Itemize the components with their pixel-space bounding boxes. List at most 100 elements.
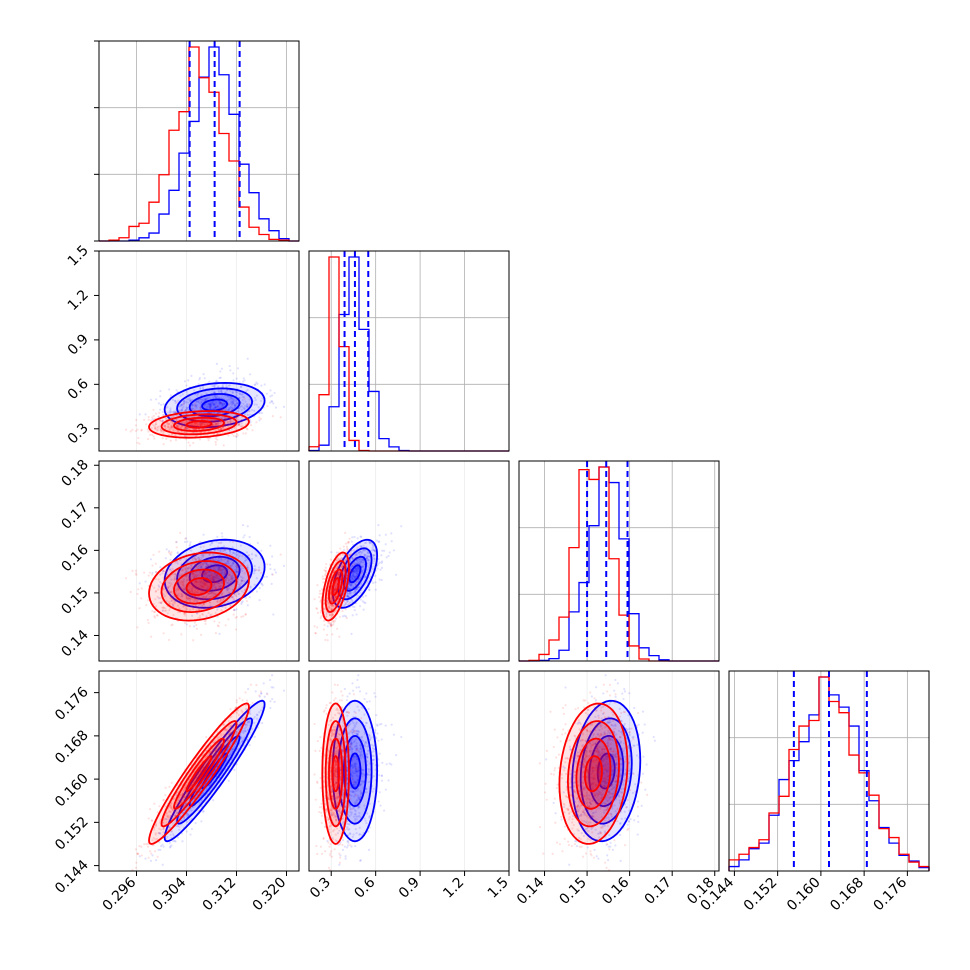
- scatter-point: [151, 433, 154, 436]
- scatter-point: [238, 396, 241, 400]
- scatter-point: [324, 566, 327, 569]
- scatter-point: [182, 566, 185, 569]
- scatter-point: [205, 392, 208, 395]
- scatter-point: [230, 420, 233, 424]
- scatter-point: [151, 573, 154, 576]
- scatter-point: [349, 568, 352, 571]
- scatter-point: [137, 588, 140, 591]
- scatter-point: [231, 407, 235, 410]
- scatter-point: [170, 424, 173, 427]
- scatter-point: [216, 574, 219, 577]
- scatter-point: [229, 369, 232, 372]
- scatter-point: [190, 589, 194, 593]
- scatter-point: [147, 437, 150, 441]
- scatter-point: [243, 589, 246, 592]
- scatter-point: [210, 573, 213, 577]
- scatter-point: [350, 540, 353, 543]
- scatter-point: [175, 424, 178, 427]
- scatter-point: [246, 405, 249, 408]
- scatter-point: [321, 577, 325, 580]
- scatter-point: [324, 573, 327, 576]
- scatter-point: [226, 409, 229, 412]
- scatter-point: [208, 403, 211, 406]
- scatter-point: [246, 357, 249, 360]
- scatter-point: [167, 422, 171, 426]
- scatter-point: [198, 398, 201, 401]
- scatter-point: [256, 382, 259, 385]
- scatter-point: [201, 810, 204, 813]
- scatter-point: [221, 535, 224, 538]
- scatter-point: [201, 572, 204, 575]
- scatter-point: [354, 557, 357, 560]
- scatter-point: [217, 581, 220, 585]
- scatter-point: [241, 555, 244, 558]
- scatter-point: [186, 407, 189, 410]
- scatter-point: [224, 572, 227, 575]
- scatter-point: [221, 591, 224, 595]
- scatter-point: [221, 426, 225, 429]
- scatter-point: [240, 408, 243, 411]
- scatter-point: [185, 595, 188, 599]
- scatter-point: [220, 390, 223, 393]
- scatter-point: [136, 592, 139, 596]
- scatter-point: [225, 552, 228, 555]
- scatter-point: [218, 584, 221, 587]
- scatter-point: [316, 626, 319, 629]
- scatter-point: [166, 573, 169, 576]
- scatter-point: [203, 584, 206, 587]
- scatter-point: [230, 409, 233, 412]
- scatter-point: [380, 578, 383, 582]
- scatter-point: [258, 587, 261, 590]
- scatter-point: [194, 421, 197, 425]
- scatter-point: [232, 434, 235, 438]
- scatter-point: [168, 600, 171, 603]
- scatter-point: [347, 589, 350, 593]
- scatter-point: [256, 541, 259, 545]
- scatter-point: [182, 580, 185, 583]
- scatter-point: [343, 614, 346, 617]
- scatter-point: [201, 554, 204, 557]
- scatter-point: [200, 422, 203, 425]
- scatter-point: [232, 400, 235, 403]
- scatter-point: [177, 588, 181, 591]
- scatter-point: [191, 557, 194, 560]
- scatter-point: [214, 405, 217, 409]
- scatter-point: [342, 545, 345, 548]
- scatter-point: [190, 374, 193, 377]
- scatter-point: [245, 404, 249, 407]
- scatter-point: [220, 568, 223, 571]
- scatter-point: [195, 404, 198, 407]
- scatter-point: [214, 632, 218, 635]
- scatter-point: [225, 562, 228, 565]
- scatter-point: [140, 429, 143, 432]
- scatter-point: [235, 587, 238, 591]
- scatter-point: [217, 559, 220, 562]
- scatter-point: [212, 421, 215, 424]
- scatter-point: [227, 398, 231, 401]
- scatter-point: [215, 562, 218, 565]
- scatter-point: [193, 405, 197, 408]
- scatter-point: [161, 410, 164, 414]
- scatter-point: [194, 562, 197, 565]
- scatter-point: [162, 424, 165, 427]
- scatter-point: [201, 581, 204, 584]
- scatter-point: [241, 576, 244, 579]
- scatter-point: [216, 438, 219, 441]
- contour-level: [185, 420, 213, 429]
- scatter-point: [193, 425, 196, 428]
- scatter-point: [211, 578, 215, 581]
- scatter-point: [175, 541, 178, 544]
- scatter-point: [225, 399, 228, 402]
- scatter-point: [193, 403, 196, 406]
- scatter-point: [187, 578, 190, 582]
- scatter-point: [197, 556, 201, 559]
- scatter-point: [209, 404, 212, 407]
- scatter-point: [217, 582, 221, 585]
- scatter-point: [240, 385, 243, 389]
- scatter-point: [230, 401, 234, 404]
- scatter-point: [227, 579, 231, 582]
- scatter-point: [176, 836, 180, 839]
- scatter-point: [372, 581, 375, 585]
- scatter-point: [161, 419, 164, 422]
- scatter-point: [204, 597, 207, 600]
